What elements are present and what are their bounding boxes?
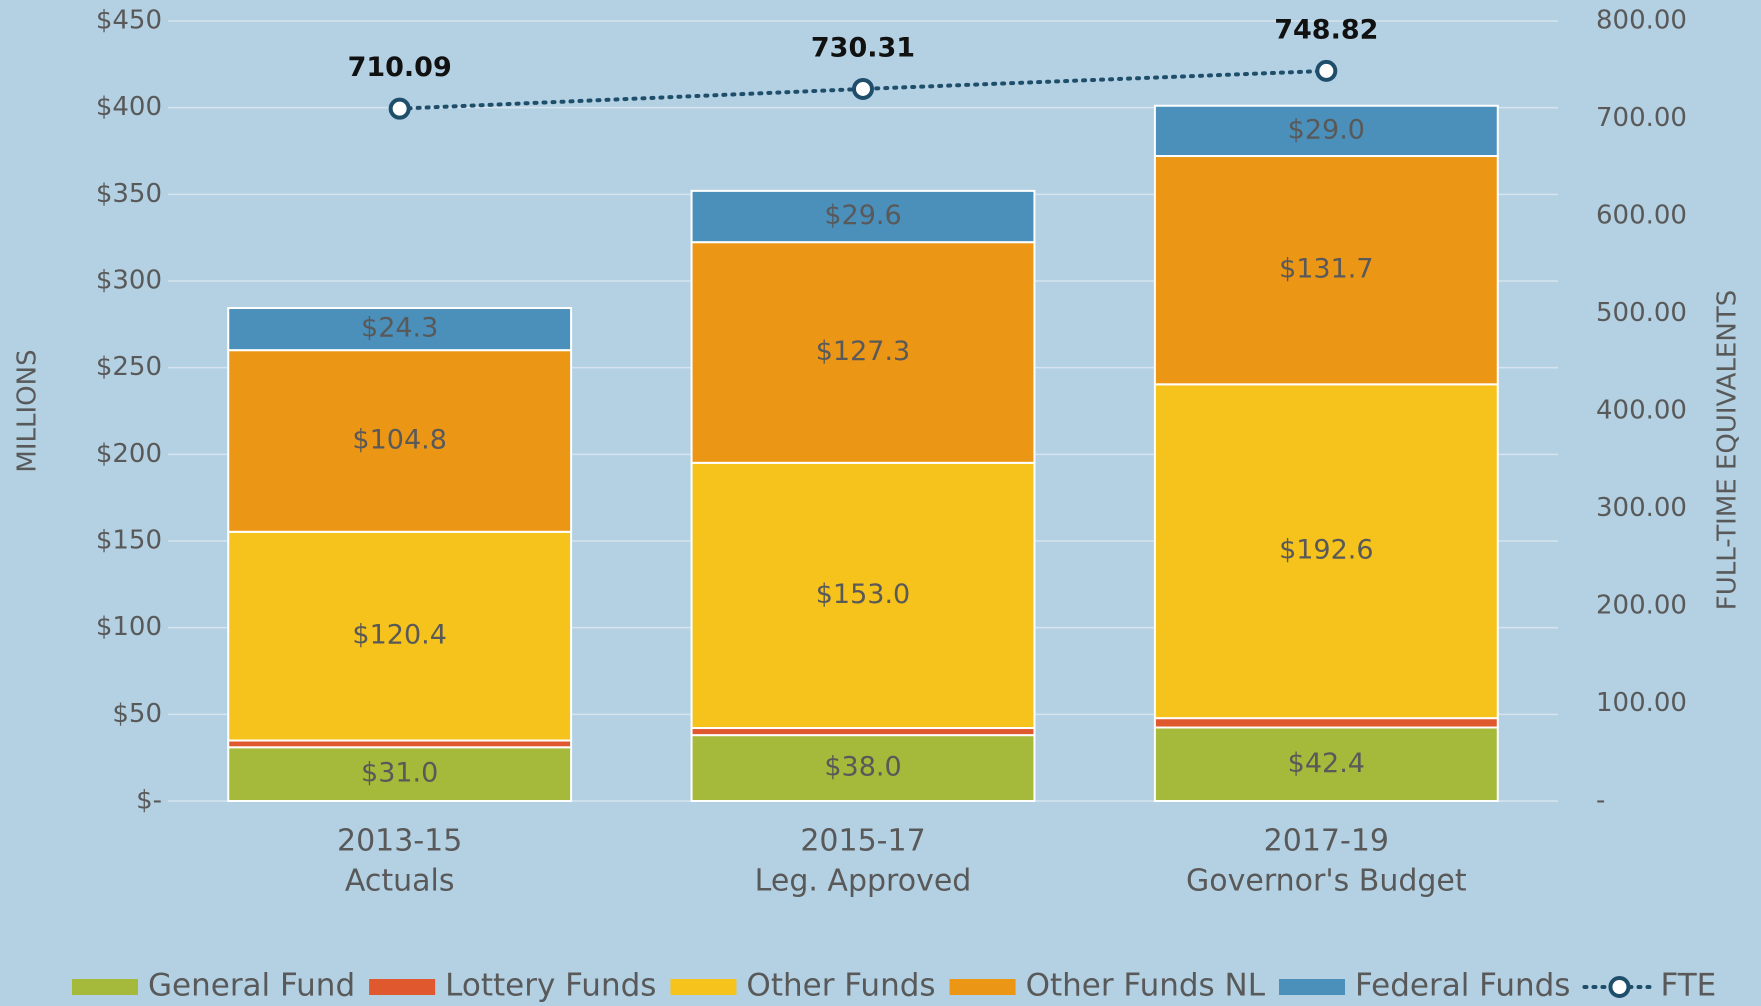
legend-swatch: [949, 979, 1016, 995]
bar-segment: [690, 727, 1036, 737]
y2-tick-label: 300.00: [1596, 493, 1687, 523]
legend-label: Lottery Funds: [445, 968, 656, 1004]
y-tick-label: $350: [96, 179, 162, 209]
x-tick-label: 2017-19: [1264, 824, 1389, 859]
data-label: $153.0: [816, 579, 910, 610]
y-tick-label: $300: [96, 266, 162, 296]
fte-line: [397, 68, 1329, 111]
bar-segment: [227, 739, 573, 749]
y2-tick-label: 700.00: [1596, 103, 1687, 133]
y-tick-label: $250: [96, 352, 162, 382]
y2-tick-label: -: [1596, 786, 1605, 816]
bar-segment: [227, 349, 573, 533]
legend-swatch: [72, 979, 138, 995]
y-tick-label: $-: [136, 786, 162, 816]
data-label: $31.0: [361, 758, 438, 789]
legend-swatch: [1608, 976, 1631, 998]
legend-label: General Fund: [148, 968, 355, 1004]
legend-swatch: [670, 979, 737, 995]
bar-segment: [1153, 383, 1499, 720]
y-tick-label: $150: [96, 526, 162, 556]
y2-tick-label: 100.00: [1596, 688, 1687, 718]
y2-tick-label: 400.00: [1596, 396, 1687, 426]
y-tick-label: $200: [96, 439, 162, 469]
data-label: $24.3: [361, 313, 438, 344]
y2-axis-label: FULL-TIME EQUIVALENTS: [1713, 290, 1743, 610]
x-tick-label: 2015-17: [800, 824, 925, 859]
fte-marker: [1315, 59, 1338, 82]
y-tick-label: $450: [96, 6, 162, 36]
fte-marker: [388, 97, 411, 120]
bar-segment: [227, 307, 573, 352]
data-label: $127.3: [816, 336, 910, 367]
legend-swatch: [1279, 979, 1346, 995]
bar-segment: [1153, 717, 1499, 729]
bar-segment: [1153, 104, 1499, 158]
legend-label: Federal Funds: [1355, 968, 1570, 1004]
y-tick-label: $400: [96, 92, 162, 122]
y2-tick-label: 600.00: [1596, 201, 1687, 231]
x-tick-label: Actuals: [345, 864, 455, 899]
data-label: $42.4: [1288, 748, 1365, 779]
data-label: $29.0: [1288, 114, 1365, 145]
fte-label: 730.31: [811, 32, 915, 63]
bar-segment: [690, 461, 1036, 730]
y2-tick-label: 800.00: [1596, 6, 1687, 36]
bar-segment: [690, 734, 1036, 803]
x-tick-label: 2013-15: [337, 824, 462, 859]
legend-label: FTE: [1660, 968, 1716, 1004]
data-label: $38.0: [824, 752, 901, 783]
x-tick-label: Governor's Budget: [1186, 864, 1467, 899]
data-label: $192.6: [1279, 535, 1373, 566]
y2-tick-label: 500.00: [1596, 298, 1687, 328]
bar-segment: [690, 241, 1036, 464]
legend-label: Other Funds NL: [1026, 968, 1266, 1004]
x-tick-label: Leg. Approved: [755, 864, 972, 899]
legend-swatch: [369, 979, 436, 995]
fte-marker: [852, 77, 874, 100]
y-axis-label: MILLIONS: [13, 349, 43, 472]
data-label: $131.7: [1279, 254, 1373, 285]
fte-label: 748.82: [1274, 14, 1378, 45]
y-tick-label: $100: [96, 612, 162, 642]
data-label: $104.8: [352, 424, 446, 455]
bar-segment: [1153, 155, 1499, 386]
y-tick-label: $50: [112, 699, 162, 729]
fte-label: 710.09: [348, 52, 452, 83]
bar-segment: [690, 189, 1036, 244]
bar-segment: [227, 530, 573, 742]
y2-tick-label: 200.00: [1596, 591, 1687, 621]
legend-label: Other Funds: [746, 968, 935, 1004]
data-label: $29.6: [824, 200, 901, 231]
data-label: $120.4: [352, 620, 446, 651]
bar-segment: [1153, 726, 1499, 802]
